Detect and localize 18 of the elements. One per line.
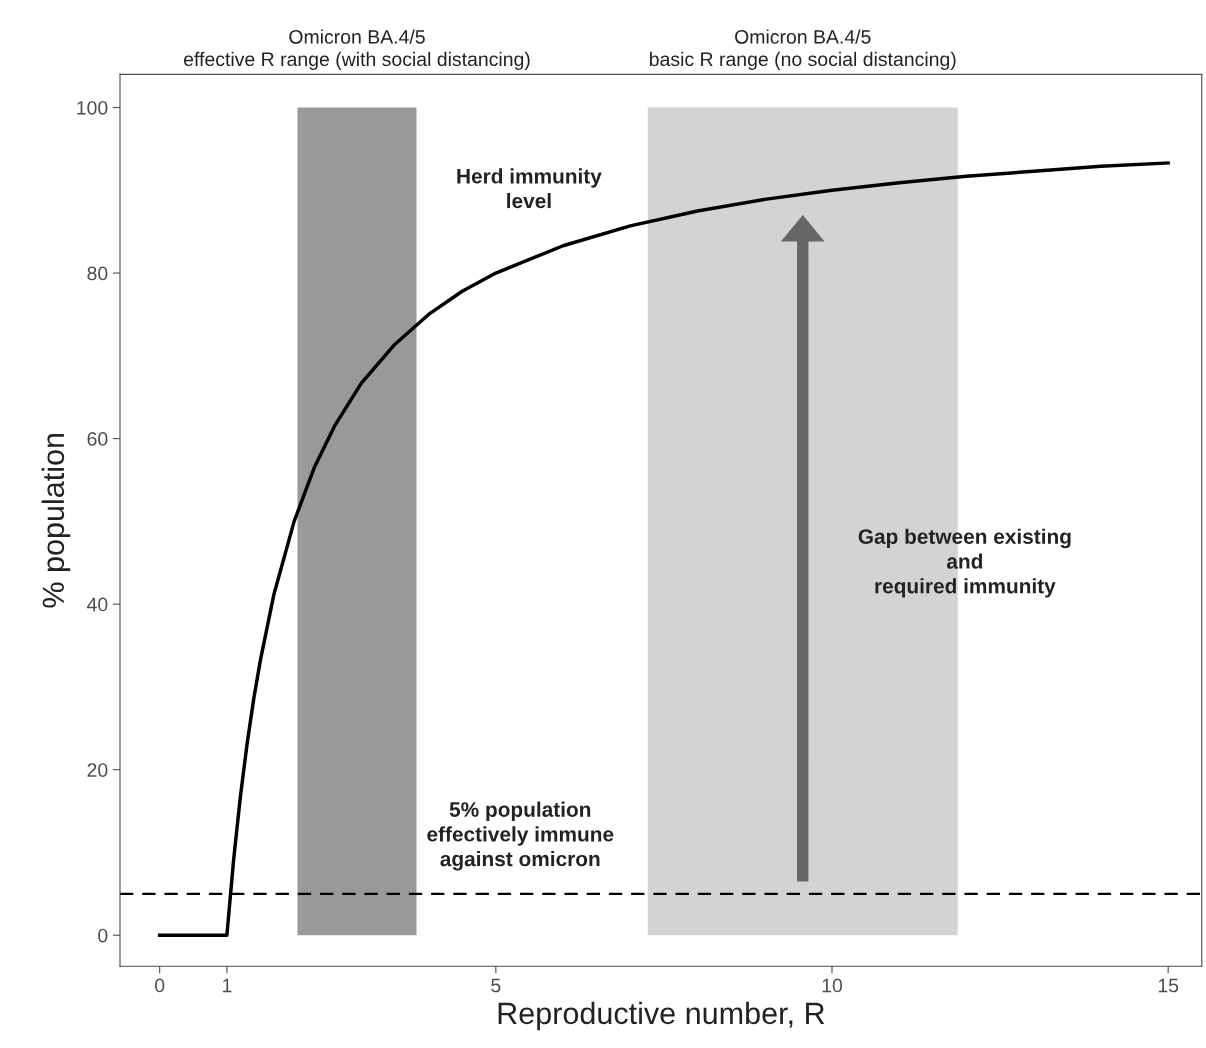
annotation: 5% population effectively immune against omicron [427,801,614,871]
x-tick-label: 10 [822,978,843,993]
y-axis-title: % population [41,433,71,608]
y-tick-label: 100 [77,100,108,115]
y-tick-label: 20 [87,763,108,777]
x-tick-label: 0 [155,978,165,993]
y-tick-label: 80 [87,266,108,281]
y-tick-label: 60 [87,432,108,446]
band-label: Omicron BA.4/5 effective R range (with social distancing) [184,29,530,70]
band-label: Omicron BA.4/5 basic R range (no social distancing) [650,29,956,70]
x-tick-label: 5 [491,978,501,993]
y-tick-label: 0 [98,928,108,943]
x-tick-label: 1 [222,978,232,993]
x-axis-title: Reproductive number, R [498,1001,825,1031]
annotation: Herd immunity level [457,168,602,209]
y-tick-label: 40 [87,597,108,612]
annotation: Gap between existing and required immunity [858,528,1071,598]
x-tick-label: 15 [1158,978,1179,993]
